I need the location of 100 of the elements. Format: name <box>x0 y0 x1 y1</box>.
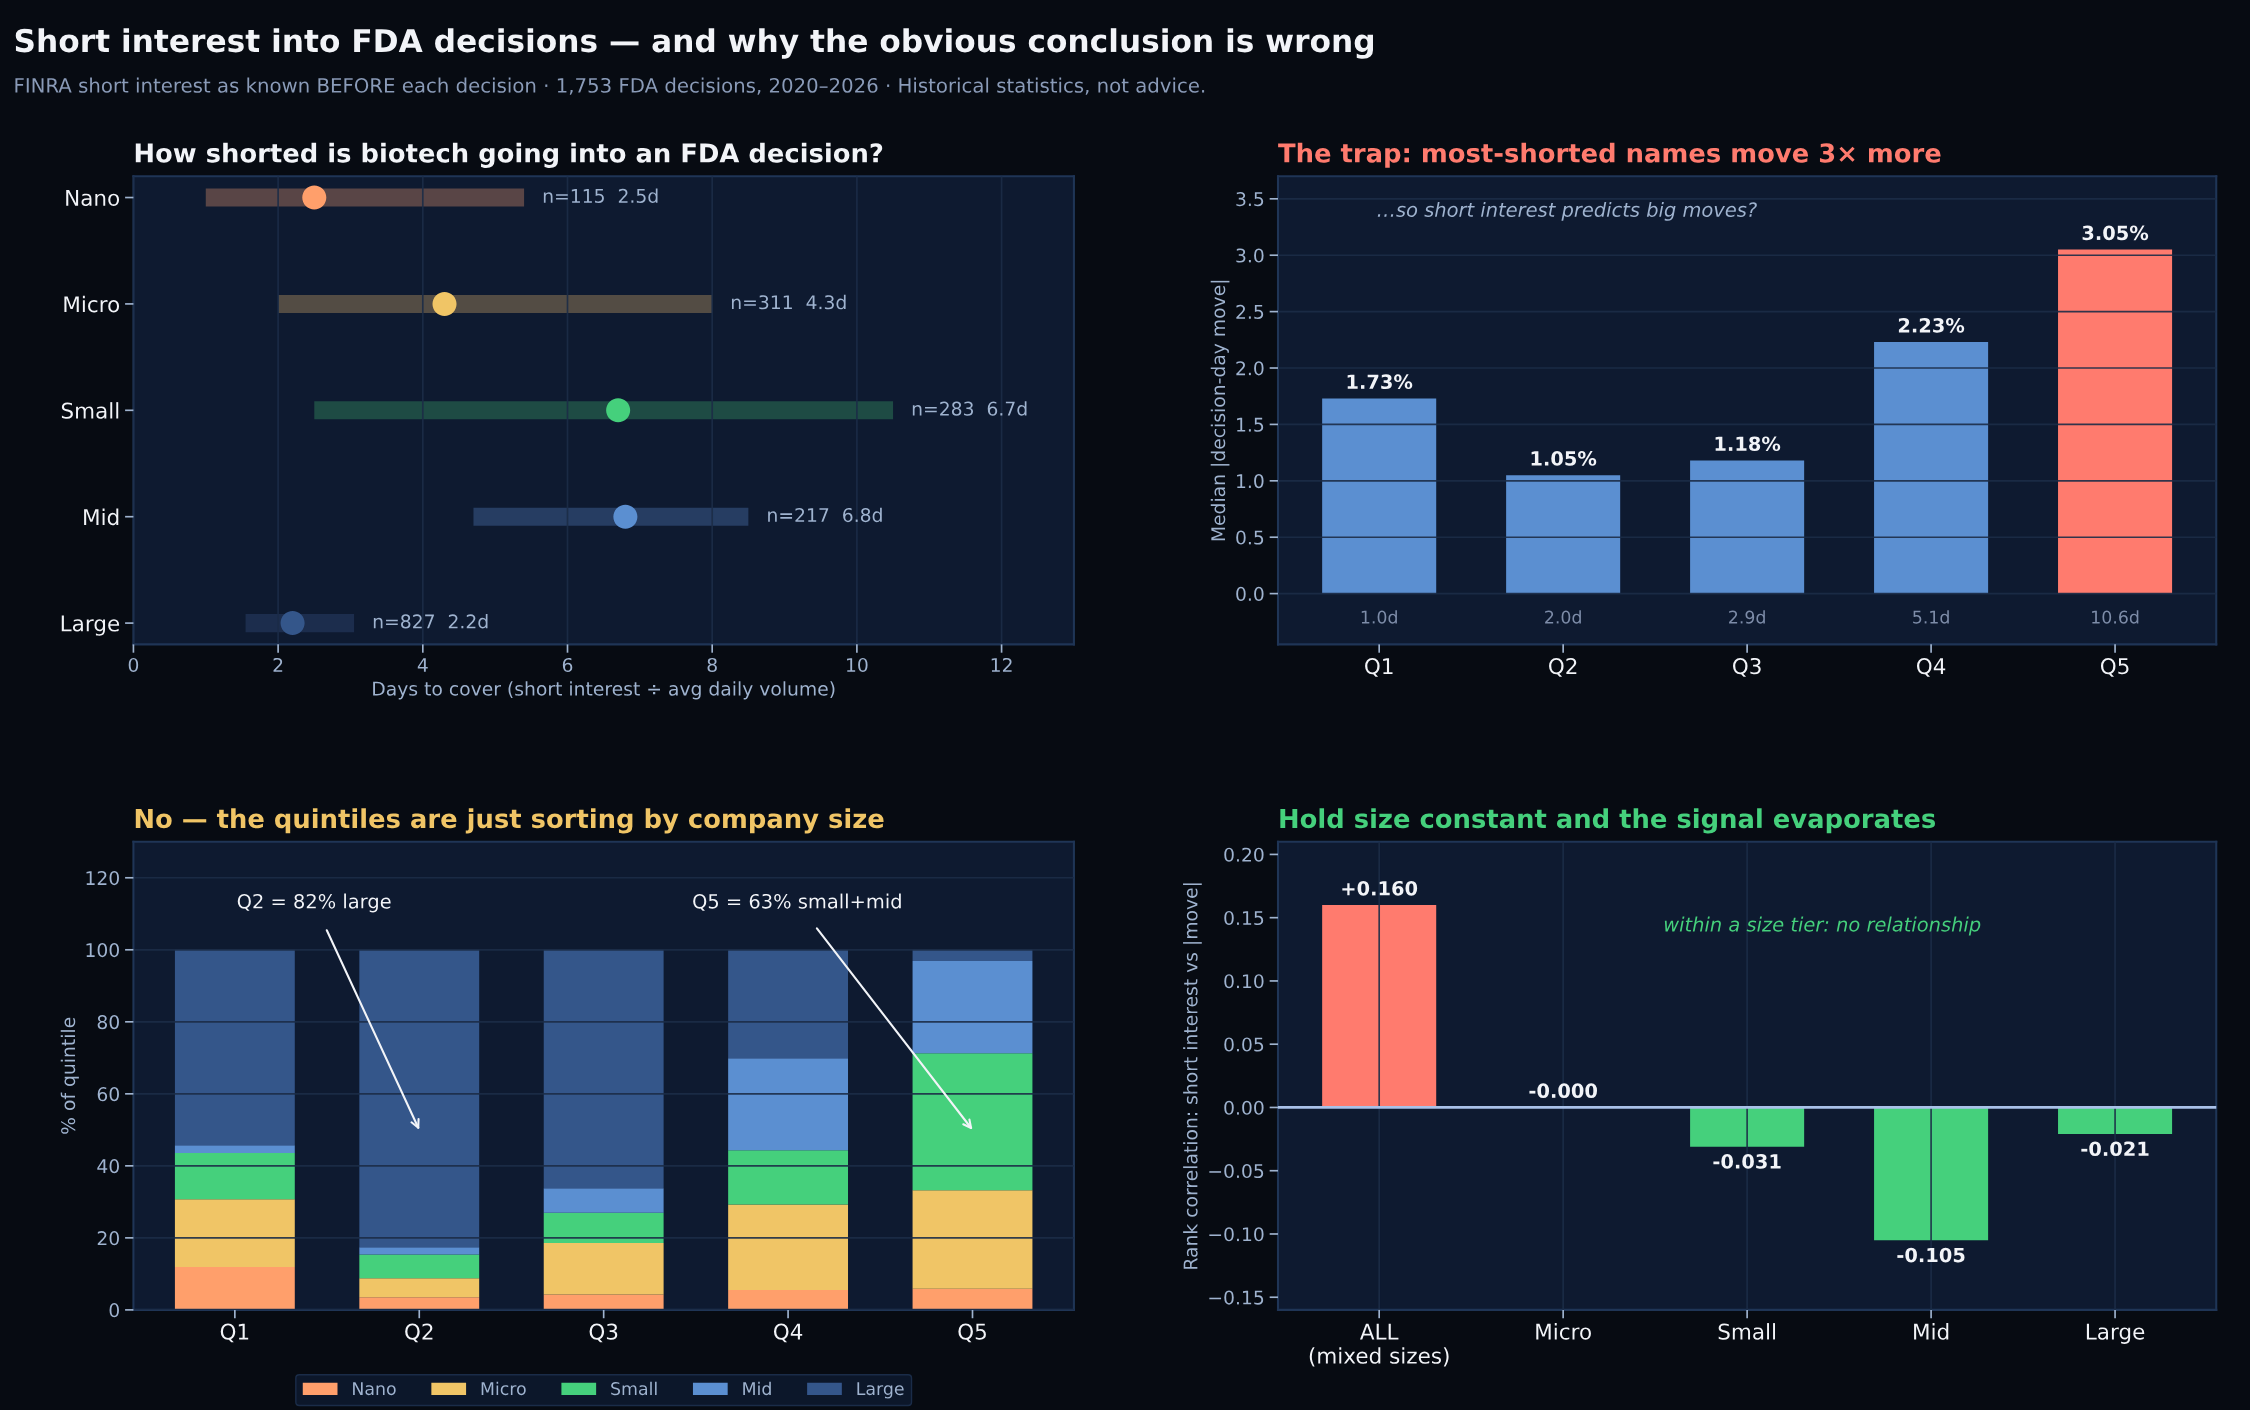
x-tick-label: Q4 <box>1916 657 1946 677</box>
chart-title: How shorted is biotech going into an FDA decision? <box>135 142 883 168</box>
text: Short interest into FDA decisions — and why the obvious conclusion is wrong <box>15 28 1373 59</box>
bar <box>314 401 894 420</box>
y-axis-title: Rank correlation: short interest vs |move| <box>1183 883 1202 1269</box>
y-tick-label: 0.5 <box>1236 530 1264 545</box>
annotation: 1.0d <box>1361 610 1397 624</box>
bar <box>543 1294 664 1310</box>
bar <box>912 960 1033 1054</box>
x-tick-label: ALL (mixed sizes) <box>1309 1323 1449 1367</box>
x-tick-label: Q4 <box>773 1323 803 1343</box>
data-label: -0.000 <box>1529 1083 1598 1099</box>
y-tick-label: 40 <box>97 1159 119 1174</box>
point <box>280 611 305 636</box>
bar <box>359 1247 480 1255</box>
data-label: 2.23% <box>1898 317 1965 333</box>
bar <box>174 949 295 1146</box>
bar <box>728 949 849 1059</box>
bar <box>1506 475 1621 594</box>
bar <box>1690 460 1805 594</box>
bar <box>359 1297 480 1310</box>
point <box>606 398 631 423</box>
x-tick-label: Large <box>2086 1323 2145 1344</box>
data-label: -0.105 <box>1897 1247 1965 1263</box>
bar <box>728 1204 849 1291</box>
y-tick-label: −0.05 <box>1209 1163 1264 1179</box>
bar <box>205 188 525 207</box>
annotation: …so short interest predicts big moves? <box>1377 201 1757 221</box>
y-tick-label: 100 <box>86 943 119 958</box>
point <box>302 185 327 210</box>
y-axis-title: Median |decision-day move| <box>1210 280 1230 541</box>
x-tick-label: Small <box>1718 1323 1775 1340</box>
bar <box>174 1152 295 1200</box>
chart-title: No — the quintiles are just sorting by company size <box>135 808 884 834</box>
y-tick-label: 0.15 <box>1224 910 1264 926</box>
x-tick-label: Q1 <box>220 1323 249 1343</box>
point <box>613 504 638 529</box>
y-tick-label: Large <box>61 615 120 636</box>
x-tick-label: Mid <box>1914 1323 1949 1340</box>
x-tick-label: 8 <box>707 657 717 673</box>
y-tick-label: 3.5 <box>1236 192 1264 207</box>
x-tick-label: 2 <box>273 657 283 672</box>
annotation: n=115 2.5d <box>543 188 658 203</box>
bar <box>912 1190 1033 1289</box>
bar <box>543 1188 664 1213</box>
y-tick-label: 0.05 <box>1224 1037 1264 1052</box>
data-label: 3.05% <box>2082 225 2149 241</box>
bar <box>174 1145 295 1153</box>
annotation: 10.6d <box>2092 610 2139 624</box>
legend-label: Mid <box>743 1381 771 1396</box>
annotation: within a size tier: no relationship <box>1664 916 1981 936</box>
legend-label: Small <box>611 1381 657 1396</box>
bar <box>543 1242 664 1295</box>
data-label: 1.18% <box>1715 436 1781 452</box>
bar <box>912 1053 1033 1191</box>
annotation: 2.0d <box>1545 610 1581 624</box>
y-tick-label: −0.15 <box>1209 1290 1264 1305</box>
bar <box>174 1199 295 1268</box>
x-tick-label: Q2 <box>405 1323 433 1343</box>
bar <box>728 1290 849 1310</box>
x-tick-label: 10 <box>847 657 868 673</box>
annotation: n=311 4.3d <box>731 294 846 310</box>
data-label: 1.73% <box>1347 374 1413 390</box>
point <box>432 291 457 316</box>
x-tick-label: 12 <box>991 657 1012 672</box>
annotation: n=827 2.2d <box>373 614 488 629</box>
annotation: 2.9d <box>1729 610 1765 624</box>
legend-label: Nano <box>353 1382 396 1396</box>
y-axis-title: % of quintile <box>60 1017 79 1134</box>
bar <box>728 1150 849 1205</box>
bar <box>2058 249 2173 594</box>
y-tick-label: 20 <box>97 1231 119 1246</box>
x-tick-label: 4 <box>417 658 428 672</box>
y-tick-label: Nano <box>66 190 120 207</box>
chart-title: The trap: most-shorted names move 3× more <box>1278 142 1941 168</box>
bar <box>174 1267 295 1310</box>
y-tick-label: 1.0 <box>1237 474 1264 489</box>
annotation: Q5 = 63% small+mid <box>693 893 901 911</box>
x-tick-label: Q1 <box>1365 657 1393 677</box>
y-tick-label: 120 <box>86 870 119 886</box>
data-label: -0.021 <box>2081 1141 2149 1157</box>
chart-title: Hold size constant and the signal evaporates <box>1280 808 1936 834</box>
y-tick-label: 0.00 <box>1224 1100 1264 1115</box>
bar <box>543 949 664 1189</box>
x-axis-title: Days to cover (short interest ÷ avg daily volume) <box>373 681 835 700</box>
bar <box>543 1212 664 1243</box>
x-tick-label: Q3 <box>589 1323 618 1343</box>
annotation: 5.1d <box>1913 610 1949 624</box>
annotation: n=217 6.8d <box>768 507 882 523</box>
text: FINRA short interest as known BEFORE each decision · 1,753 FDA decisions, 2020–2026 · Historical statistics, not advice. <box>15 77 1205 95</box>
x-tick-label: Q5 <box>2100 657 2129 677</box>
data-label: +0.160 <box>1342 880 1418 896</box>
y-tick-label: −0.10 <box>1209 1227 1264 1242</box>
data-label: -0.031 <box>1713 1154 1781 1169</box>
bar <box>359 949 480 1248</box>
bar <box>1322 398 1437 594</box>
bar <box>359 1278 480 1298</box>
y-tick-label: 2.0 <box>1236 361 1264 376</box>
y-tick-label: 1.5 <box>1237 417 1264 432</box>
bar <box>359 1254 480 1279</box>
